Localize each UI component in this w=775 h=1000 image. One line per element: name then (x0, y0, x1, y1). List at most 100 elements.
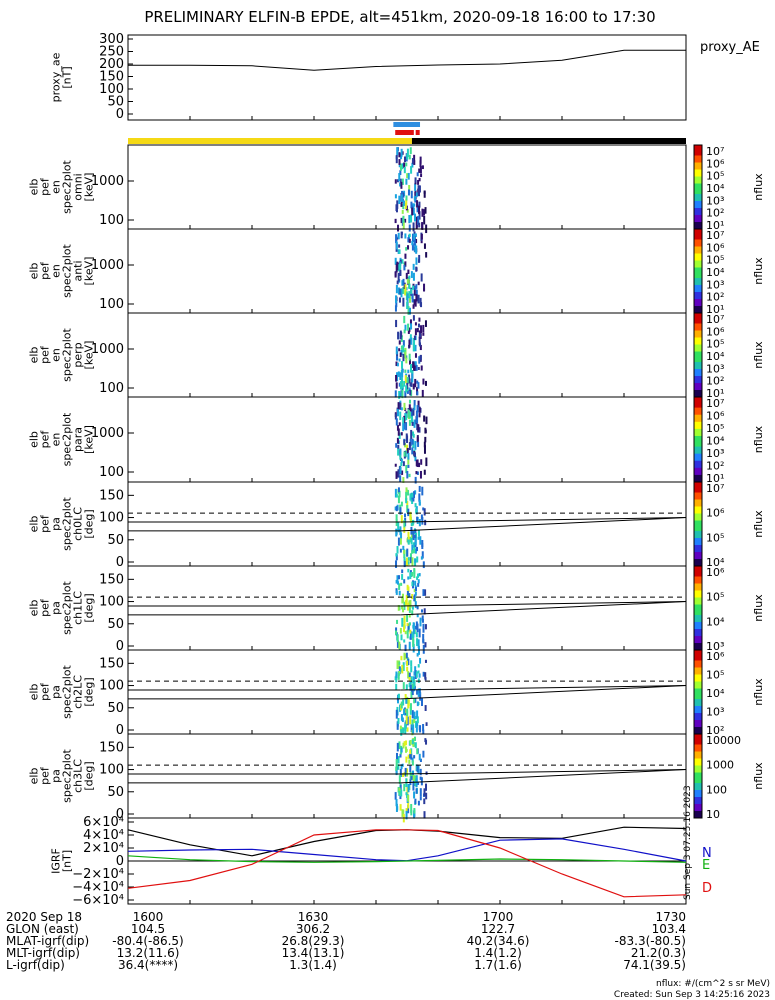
spectrogram-pixel (394, 676, 397, 681)
spectrogram-pixel (412, 285, 415, 290)
colorbar-segment (694, 534, 702, 539)
spectrogram-pixel (407, 561, 410, 565)
y-axis-label: elb (28, 431, 41, 448)
spectrogram-pixel (404, 369, 407, 373)
spectrogram-pixel (395, 382, 398, 389)
colorbar-segment (694, 313, 702, 317)
colorbar-tick-label: 10³ (706, 362, 724, 375)
spectrogram-pixel (409, 684, 412, 691)
colorbar-segment (694, 232, 702, 237)
spectrogram (394, 315, 427, 399)
colorbar-segment (694, 292, 702, 296)
spectrogram-pixel (408, 327, 411, 332)
spectrogram-pixel (418, 189, 421, 197)
colorbar-segment (694, 397, 702, 402)
colorbar: 10⁷ 10⁶ 10⁵ 10⁴ nflux (693, 481, 765, 569)
spectrogram-pixel (410, 676, 413, 684)
spectrogram-pixel (394, 463, 397, 467)
spectrogram-pixel (421, 615, 424, 621)
spectrogram-pixel (423, 469, 426, 475)
panel-stack: proxy_ae[nT]300250200150100500proxy_AEel… (28, 32, 766, 908)
colorbar-segment (694, 538, 702, 542)
spectrogram-pixel (418, 168, 421, 173)
spectrogram-pixel (404, 390, 407, 398)
colorbar-segment (694, 734, 702, 738)
spectrogram-pixel (403, 166, 406, 174)
colorbar-segment (694, 562, 702, 567)
spectrogram-pixel (417, 579, 420, 584)
spectrogram-pixel (421, 618, 424, 623)
spectrogram-pixel (401, 569, 404, 574)
y-tick-label: 50 (107, 701, 124, 716)
spectrogram-pixel (415, 221, 418, 230)
spectrogram-pixel (411, 293, 414, 303)
spectrogram-pixel (408, 677, 411, 681)
spectrogram-pixel (395, 630, 398, 636)
spectrogram-pixel (409, 754, 412, 759)
spectrogram-pixel (408, 473, 411, 478)
ephemeris-label: L-igrf(dip) (6, 958, 65, 972)
spectrogram-pixel (407, 409, 410, 418)
spectrogram-pixel (405, 600, 408, 605)
colorbar-segment (694, 751, 702, 756)
spectrogram-pixel (408, 295, 411, 303)
colorbar-segment (694, 639, 702, 644)
spectrogram-pixel (401, 593, 404, 603)
colorbar-segment (694, 629, 702, 633)
spectrogram-pixel (397, 495, 400, 504)
spectrogram-pixel (395, 579, 398, 584)
spectrogram-pixel (398, 775, 401, 784)
spectrogram-pixel (404, 261, 407, 267)
y-tick-label: 150 (99, 70, 124, 85)
spectrogram-pixel (403, 439, 406, 446)
y-tick-label: 1000 (91, 426, 124, 441)
spectrogram-pixel (397, 371, 400, 377)
colorbar-segment (694, 615, 702, 619)
spectrogram-pixel (414, 742, 417, 749)
spectrogram-pixel (417, 424, 420, 432)
y-axis-label: [deg] (83, 509, 96, 538)
colorbar-segment (694, 239, 702, 244)
panel-frame (127, 34, 687, 121)
spectrogram-pixel (416, 701, 419, 707)
spectrogram-pixel (404, 253, 407, 259)
spectrogram-pixel (398, 244, 401, 248)
spectrogram-pixel (400, 181, 403, 189)
spectrogram-pixel (424, 624, 427, 630)
colorbar-tick-label: 10³ (706, 447, 724, 460)
spectrogram-pixel (398, 358, 401, 362)
spectrogram-pixel (398, 787, 401, 796)
spectrogram-pixel (411, 447, 414, 455)
spectrogram-pixel (418, 407, 421, 413)
spectrogram-pixel (411, 431, 414, 436)
spectrogram-pixel (409, 382, 412, 387)
colorbar-tick-label: 10⁴ (706, 350, 725, 363)
spectrogram-pixel (416, 710, 419, 719)
spectrogram-pixel (401, 379, 404, 388)
spectrogram-pixel (413, 491, 416, 499)
spectrogram-pixel (405, 272, 408, 280)
spectrogram-pixel (396, 261, 399, 271)
spectrogram-pixel (401, 259, 404, 264)
spectrogram-pixel (404, 289, 407, 296)
spectrogram-pixel (408, 442, 411, 451)
spectrogram-pixel (412, 548, 415, 554)
spectrogram-pixel (402, 297, 405, 307)
colorbar-segment (694, 744, 702, 749)
spectrogram-pixel (397, 522, 400, 531)
colorbar-segment (694, 450, 702, 455)
spectrogram-pixel (422, 378, 425, 385)
colorbar-tick-label: 10³ (706, 640, 724, 653)
y-tick-label: 6×10⁴ (83, 815, 124, 830)
spectrogram-pixel (406, 501, 409, 508)
spectrogram (394, 147, 428, 234)
spectrogram-pixel (396, 721, 399, 730)
spectrogram-pixel (403, 381, 406, 387)
spectrogram-pixel (400, 345, 403, 350)
spectrogram-pixel (394, 390, 397, 398)
spectrogram-pixel (414, 328, 417, 336)
loss-cone-trend (400, 769, 687, 784)
spectrogram-pixel (396, 619, 399, 624)
ephemeris-value: 1730 (655, 910, 686, 924)
spectrogram-pixel (405, 491, 408, 501)
